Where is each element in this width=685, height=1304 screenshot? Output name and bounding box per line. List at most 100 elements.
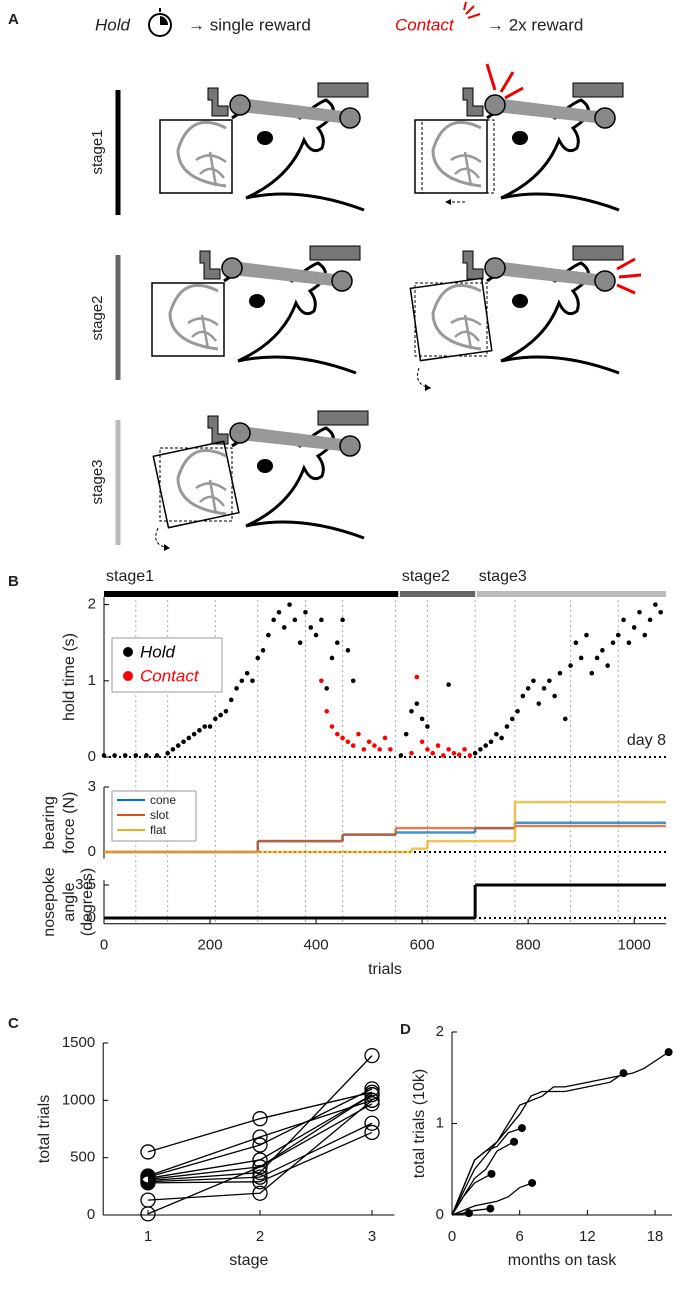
- y-tick-label: 2: [88, 596, 96, 613]
- point: [425, 747, 430, 752]
- line: [147, 1131, 373, 1184]
- panel-label: D: [400, 1021, 411, 1038]
- x-tick-label: 1: [144, 1228, 152, 1245]
- x-tick-label: 12: [579, 1228, 596, 1245]
- point: [414, 701, 420, 706]
- x-tick-label: 18: [647, 1228, 664, 1245]
- stage-label: stage1: [89, 129, 106, 174]
- stage-label: stage2: [402, 568, 450, 585]
- x-tick-label: 1000: [618, 937, 651, 954]
- mouse-illustration: [159, 81, 370, 212]
- contact-spark: [463, 1, 481, 19]
- line: [147, 1055, 373, 1182]
- point: [403, 731, 409, 737]
- point: [478, 747, 483, 752]
- line: [147, 1099, 373, 1177]
- end-marker: [464, 1209, 473, 1218]
- line: [147, 1099, 373, 1201]
- x-tick-label: 600: [410, 937, 435, 954]
- point: [207, 724, 213, 729]
- point: [520, 693, 526, 699]
- point: [409, 750, 414, 756]
- point: [324, 686, 329, 691]
- legend-label: Hold: [140, 642, 176, 661]
- end-marker: [619, 1069, 628, 1078]
- point: [435, 743, 441, 748]
- point: [334, 640, 340, 646]
- marker: [364, 1086, 380, 1103]
- point: [594, 655, 600, 661]
- point: [266, 632, 271, 638]
- point: [398, 753, 404, 758]
- stage-bar: [104, 591, 399, 597]
- y-axis-label: angle: [61, 882, 78, 921]
- legend-label: cone: [150, 793, 176, 807]
- point: [642, 632, 648, 638]
- x-axis-label: trials: [368, 961, 402, 978]
- point: [456, 752, 462, 758]
- point: [626, 640, 632, 646]
- point: [112, 753, 117, 758]
- marker: [140, 1144, 156, 1160]
- point: [578, 655, 584, 661]
- point: [409, 708, 414, 714]
- stage-label: stage1: [106, 568, 154, 585]
- marker: [252, 1159, 268, 1175]
- point: [281, 625, 287, 630]
- x-tick-label: 800: [516, 937, 541, 954]
- point: [345, 739, 351, 745]
- y-tick-label: 1500: [62, 1034, 95, 1051]
- point: [234, 686, 239, 691]
- hold-text: → single reward: [188, 15, 311, 34]
- stage-label: stage2: [89, 295, 106, 340]
- end-marker: [664, 1048, 673, 1057]
- end-marker: [517, 1124, 526, 1133]
- point: [340, 617, 345, 623]
- point: [647, 617, 653, 623]
- end-marker: [487, 1169, 496, 1178]
- y-tick-label: 0: [436, 1206, 444, 1223]
- stage-label: stage3: [479, 568, 527, 585]
- marker: [364, 1124, 380, 1141]
- end-marker: [486, 1204, 495, 1213]
- legend-marker: [123, 671, 133, 681]
- point: [250, 678, 255, 684]
- x-tick-label: 0: [448, 1228, 456, 1245]
- y-tick-label: 0: [88, 909, 96, 926]
- x-tick-label: 200: [198, 937, 223, 954]
- y-axis-label: nosepoke: [41, 867, 58, 936]
- contact-text: → 2x reward: [487, 15, 583, 34]
- stage-bar: [476, 591, 666, 597]
- mouse-illustration: [414, 63, 625, 212]
- y-tick-label: 1: [436, 1114, 444, 1131]
- y-tick-label: 3: [88, 778, 96, 795]
- y-axis-label: total trials (10k): [411, 1069, 428, 1178]
- line: [451, 1127, 523, 1216]
- point: [144, 753, 149, 758]
- point: [573, 640, 579, 646]
- y-axis-label: hold time (s): [61, 633, 78, 721]
- marker: [252, 1174, 268, 1190]
- panel-label: C: [8, 1015, 19, 1032]
- point: [292, 617, 298, 623]
- point: [509, 716, 515, 722]
- point: [446, 682, 451, 687]
- point: [419, 739, 425, 745]
- x-tick-label: 2: [256, 1228, 264, 1245]
- point: [239, 678, 245, 684]
- point: [547, 678, 552, 684]
- point: [488, 739, 494, 745]
- point: [244, 670, 250, 676]
- line: [451, 1173, 492, 1216]
- point: [658, 609, 663, 615]
- y-tick-label: 0: [88, 843, 96, 860]
- point: [372, 743, 377, 748]
- y-tick-label: 500: [70, 1149, 95, 1166]
- point: [356, 731, 361, 737]
- point: [615, 632, 621, 638]
- point: [653, 602, 658, 607]
- point: [340, 735, 345, 741]
- point: [122, 753, 128, 758]
- marker: [364, 1047, 380, 1064]
- point: [621, 617, 626, 623]
